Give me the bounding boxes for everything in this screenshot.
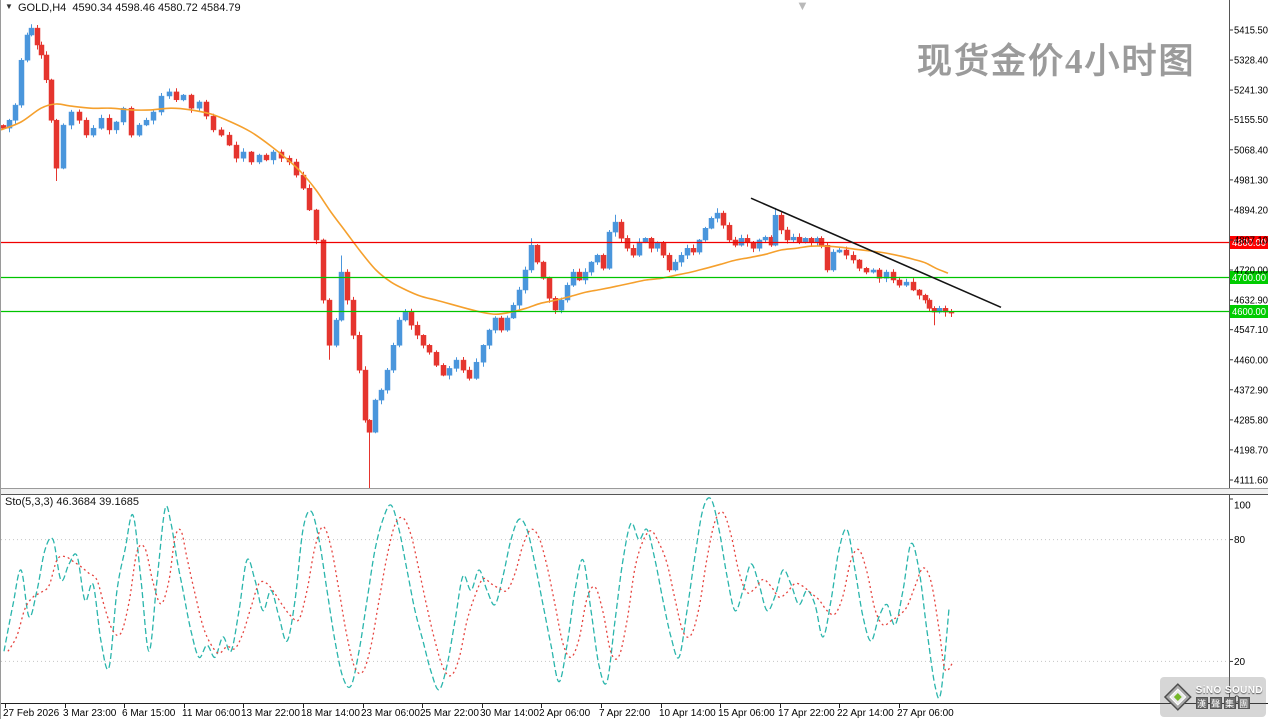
svg-text:4285.80: 4285.80 (1234, 415, 1268, 426)
svg-text:15 Apr 06:00: 15 Apr 06:00 (718, 708, 775, 719)
svg-text:4894.20: 4894.20 (1234, 205, 1268, 216)
svg-text:4800.00: 4800.00 (1232, 238, 1266, 249)
svg-text:5068.40: 5068.40 (1234, 145, 1268, 156)
stochastic-panel[interactable] (1, 497, 1229, 699)
watermark-text: 现货金价4小时图 (917, 42, 1196, 81)
chart-shift-marker-icon[interactable]: ▼ (796, 0, 809, 13)
svg-text:80: 80 (1234, 535, 1246, 546)
svg-text:17 Apr 22:00: 17 Apr 22:00 (778, 708, 835, 719)
svg-text:4547.10: 4547.10 (1234, 325, 1268, 336)
svg-text:23 Mar 06:00: 23 Mar 06:00 (361, 708, 420, 719)
svg-text:6 Mar 15:00: 6 Mar 15:00 (122, 708, 176, 719)
panel-splitter[interactable] (1, 488, 1268, 495)
svg-text:27 Feb 2026: 27 Feb 2026 (3, 708, 60, 719)
svg-text:25 Mar 22:00: 25 Mar 22:00 (420, 708, 479, 719)
symbol-dropdown-icon[interactable]: ▼ (5, 2, 13, 11)
svg-text:13 Mar 22:00: 13 Mar 22:00 (241, 708, 300, 719)
symbol-ohlc-title: GOLD,H4 4590.34 4598.46 4580.72 4584.79 (18, 2, 241, 14)
svg-text:4807.10: 4807.10 (1234, 236, 1268, 247)
svg-text:11 Mar 06:00: 11 Mar 06:00 (182, 708, 241, 719)
svg-text:4720.00: 4720.00 (1234, 266, 1268, 277)
svg-text:4632.90: 4632.90 (1234, 296, 1268, 307)
svg-text:5415.50: 5415.50 (1234, 26, 1268, 37)
svg-text:4111.60: 4111.60 (1234, 476, 1268, 487)
svg-text:4372.90: 4372.90 (1234, 385, 1268, 396)
svg-text:5155.50: 5155.50 (1234, 115, 1268, 126)
svg-text:22 Apr 14:00: 22 Apr 14:00 (837, 708, 894, 719)
svg-text:4600.00: 4600.00 (1232, 307, 1266, 318)
svg-text:30 Mar 14:00: 30 Mar 14:00 (480, 708, 539, 719)
svg-text:27 Apr 06:00: 27 Apr 06:00 (897, 708, 954, 719)
price-axis[interactable]: 4800.00 4700.00 4600.00 5415.50 5328.40 5241.… (1229, 26, 1268, 706)
cn-char: 集 (1223, 697, 1236, 709)
stochastic-label: Sto(5,3,3) 46.3684 39.1685 (5, 496, 139, 508)
price-panel[interactable] (1, 24, 1229, 489)
svg-text:5328.40: 5328.40 (1234, 56, 1268, 67)
sino-sound-logo: SiNO SOUND 漢 聲 集 團 (1160, 677, 1266, 717)
cn-char: 團 (1237, 697, 1250, 709)
sino-sound-diamond-icon (1163, 683, 1192, 711)
sino-sound-brand-text: SiNO SOUND (1195, 685, 1263, 696)
time-axis[interactable]: 27 Feb 2026 3 Mar 23:00 6 Mar 15:00 11 Mar … (3, 703, 954, 719)
svg-text:0: 0 (1234, 695, 1240, 706)
svg-text:7 Apr 22:00: 7 Apr 22:00 (599, 708, 651, 719)
svg-text:18 Mar 14:00: 18 Mar 14:00 (301, 708, 360, 719)
cn-char: 漢 (1195, 697, 1208, 709)
svg-text:2 Apr 06:00: 2 Apr 06:00 (539, 708, 591, 719)
svg-text:20: 20 (1234, 657, 1246, 668)
svg-text:4700.00: 4700.00 (1232, 273, 1266, 284)
sino-sound-cn-text: 漢 聲 集 團 (1195, 697, 1263, 709)
svg-text:4981.30: 4981.30 (1234, 175, 1268, 186)
svg-text:4460.00: 4460.00 (1234, 355, 1268, 366)
svg-text:100: 100 (1234, 501, 1251, 512)
svg-text:5241.30: 5241.30 (1234, 86, 1268, 97)
svg-text:10 Apr 14:00: 10 Apr 14:00 (659, 708, 716, 719)
svg-text:4198.70: 4198.70 (1234, 445, 1268, 456)
svg-text:3 Mar 23:00: 3 Mar 23:00 (63, 708, 117, 719)
cn-char: 聲 (1209, 697, 1222, 709)
